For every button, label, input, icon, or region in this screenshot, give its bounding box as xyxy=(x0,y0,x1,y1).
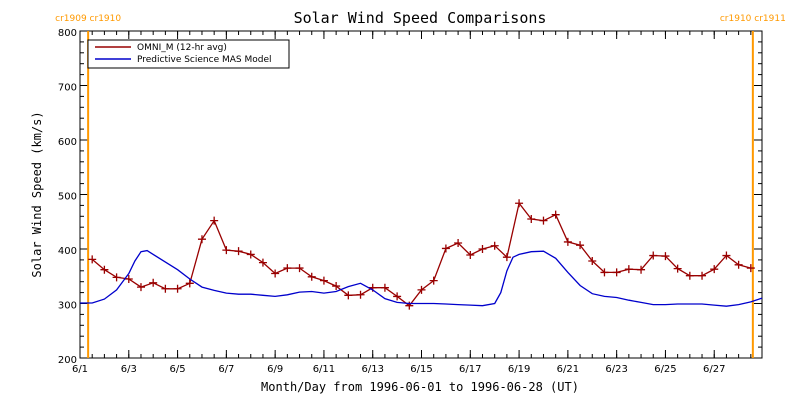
data-point xyxy=(539,216,548,225)
carrington-label: cr1909 cr1910 xyxy=(55,14,121,24)
carrington-label: cr1910 cr1911 xyxy=(720,14,786,24)
data-point xyxy=(685,271,694,280)
data-point xyxy=(307,272,316,281)
x-tick-label: 6/19 xyxy=(508,364,530,375)
data-point xyxy=(454,239,463,248)
data-point xyxy=(124,274,133,283)
data-point xyxy=(698,271,707,280)
data-point xyxy=(466,250,475,259)
x-tick-label: 6/23 xyxy=(605,364,627,375)
plot-frame xyxy=(79,30,763,359)
x-tick-label: 6/25 xyxy=(654,364,676,375)
data-point xyxy=(734,260,743,269)
data-point xyxy=(551,210,560,219)
x-tick-label: 6/7 xyxy=(218,364,234,375)
data-point xyxy=(356,290,365,299)
data-point xyxy=(210,216,219,225)
data-point xyxy=(563,237,572,246)
data-point xyxy=(332,282,341,291)
x-tick-label: 6/9 xyxy=(267,364,283,375)
data-point xyxy=(417,285,426,294)
x-tick-label: 6/13 xyxy=(361,364,383,375)
data-point xyxy=(478,245,487,253)
legend-label: OMNI_M (12-hr avg) xyxy=(137,43,227,53)
data-point xyxy=(441,244,450,253)
data-point xyxy=(527,215,536,224)
data-point xyxy=(576,241,585,250)
data-point xyxy=(649,251,658,260)
data-point xyxy=(710,265,719,274)
chart-title: Solar Wind Speed Comparisons xyxy=(294,9,547,27)
legend-label: Predictive Science MAS Model xyxy=(137,55,272,65)
data-point xyxy=(173,284,182,293)
data-point xyxy=(429,276,438,285)
data-point xyxy=(149,278,158,287)
x-tick-label: 6/5 xyxy=(170,364,186,375)
data-point xyxy=(88,255,97,264)
data-point xyxy=(588,256,597,265)
x-tick-label: 6/27 xyxy=(703,364,725,375)
legend-box xyxy=(87,39,290,69)
y-tick-label: 600 xyxy=(58,137,77,148)
data-point xyxy=(722,251,731,260)
data-point xyxy=(222,246,231,255)
data-point xyxy=(612,268,621,277)
x-axis-label: Month/Day from 1996-06-01 to 1996-06-28 … xyxy=(261,380,579,394)
data-point xyxy=(185,279,194,288)
data-point xyxy=(161,284,170,293)
x-tick-label: 6/15 xyxy=(410,364,432,375)
data-point xyxy=(246,250,255,259)
series-line-1 xyxy=(80,249,763,307)
y-tick-label: 800 xyxy=(58,28,77,39)
x-tick-label: 6/3 xyxy=(121,364,137,375)
data-point xyxy=(234,247,243,256)
data-point xyxy=(515,199,524,208)
data-point xyxy=(661,252,670,261)
data-point xyxy=(319,276,328,285)
x-tick-label: 6/11 xyxy=(313,364,335,375)
y-tick-label: 400 xyxy=(58,246,77,257)
data-point xyxy=(295,264,304,273)
axes: 200 300 400 500 600 700 800 6/1 6/3 6/5 6/7 6/9 6/11… xyxy=(58,28,763,375)
data-point xyxy=(271,269,280,278)
series-layer xyxy=(80,199,763,310)
y-axis-label: Solar Wind Speed (km/s) xyxy=(30,111,44,277)
y-tick-label: 200 xyxy=(58,355,77,366)
data-point xyxy=(258,258,267,267)
data-point xyxy=(637,265,646,274)
data-point xyxy=(100,265,109,274)
y-tick-label: 700 xyxy=(58,83,77,94)
data-point xyxy=(600,268,609,277)
legend: OMNI_M (12-hr avg) Predictive Science MAS… xyxy=(87,39,290,69)
data-point xyxy=(197,235,206,244)
data-point xyxy=(624,265,633,274)
y-tick-label: 300 xyxy=(58,301,77,312)
data-point xyxy=(380,283,389,292)
y-tick-label: 500 xyxy=(58,192,77,203)
data-point xyxy=(502,253,511,262)
data-point xyxy=(746,264,755,273)
data-point xyxy=(344,291,353,300)
data-point xyxy=(490,241,499,250)
data-point xyxy=(393,292,402,301)
x-tick-label: 6/21 xyxy=(557,364,579,375)
data-point xyxy=(136,283,145,292)
data-point xyxy=(112,273,121,282)
data-point xyxy=(283,264,292,273)
x-tick-label: 6/1 xyxy=(72,364,88,375)
x-tick-label: 6/17 xyxy=(459,364,481,375)
data-point xyxy=(673,264,682,273)
